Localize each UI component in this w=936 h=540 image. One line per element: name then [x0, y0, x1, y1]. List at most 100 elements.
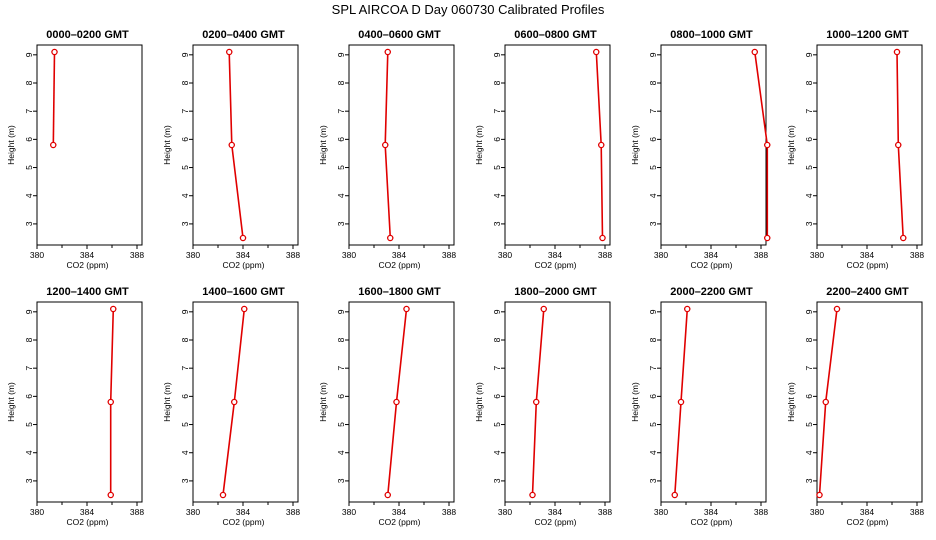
data-point [822, 398, 830, 406]
x-tick-label: 380 [30, 507, 44, 517]
data-point [228, 141, 235, 149]
plot-frame [660, 44, 767, 246]
y-axis-label: Height (m) [786, 125, 796, 165]
y-tick-label: 5 [492, 165, 502, 170]
x-tick-label: 384 [80, 507, 94, 517]
x-axis-label: CO2 (ppm) [378, 517, 420, 527]
y-tick-label: 5 [336, 422, 346, 427]
data-point [599, 234, 606, 242]
y-tick-label: 7 [804, 109, 814, 114]
chart-title: 2000–2200 GMT [670, 286, 753, 298]
x-axis-label: CO2 (ppm) [690, 260, 732, 270]
chart-panel-1: 0000–0200 GMT 380 384 388 CO2 (ppm) 3 4 5 6 7 8 9 He… [6, 29, 144, 270]
data-point [677, 398, 685, 406]
data-point [895, 141, 902, 149]
y-tick-label: 8 [804, 80, 814, 85]
y-tick-label: 9 [24, 309, 34, 314]
x-tick-label: 384 [548, 507, 562, 517]
x-axis-label: CO2 (ppm) [846, 517, 888, 527]
y-tick-label: 3 [804, 478, 814, 483]
x-tick-label: 384 [704, 507, 718, 517]
data-point [225, 48, 233, 56]
series-line [52, 51, 56, 146]
x-tick-label: 384 [236, 250, 250, 260]
x-tick-label: 388 [910, 250, 924, 260]
data-point [764, 234, 771, 242]
x-axis-label: CO2 (ppm) [534, 260, 576, 270]
page-title: SPL AIRCOA D Day 060730 Calibrated Profi… [331, 2, 605, 17]
y-tick-label: 6 [804, 394, 814, 399]
y-axis-label: Height (m) [6, 382, 16, 422]
y-tick-label: 9 [804, 309, 814, 314]
chart-panel-11: 2000–2200 GMT 380 384 388 CO2 (ppm) 3 4 5 6 7 8 9 He… [630, 286, 768, 527]
chart-title: 0800–1000 GMT [670, 29, 753, 41]
chart-title: 0000–0200 GMT [46, 29, 129, 41]
x-tick-label: 384 [860, 250, 874, 260]
x-tick-label: 384 [392, 250, 406, 260]
y-tick-label: 6 [24, 394, 34, 399]
y-tick-label: 3 [804, 221, 814, 226]
y-axis-label: Height (m) [318, 125, 328, 165]
x-tick-label: 384 [860, 507, 874, 517]
y-axis-label: Height (m) [318, 382, 328, 422]
x-tick-label: 388 [130, 250, 144, 260]
y-tick-label: 9 [804, 52, 814, 57]
data-point [384, 48, 391, 56]
y-tick-label: 3 [24, 478, 34, 483]
data-point [219, 491, 227, 499]
y-tick-label: 8 [336, 337, 346, 342]
y-axis-label: Height (m) [474, 382, 484, 422]
y-tick-label: 8 [180, 80, 190, 85]
x-tick-label: 380 [186, 250, 200, 260]
y-tick-label: 6 [492, 137, 502, 142]
y-tick-label: 8 [648, 337, 658, 342]
y-tick-label: 7 [180, 366, 190, 371]
plot-frame [36, 301, 143, 503]
y-tick-label: 4 [492, 450, 502, 455]
data-point [816, 491, 823, 499]
plot-frame [192, 301, 299, 503]
y-tick-label: 7 [492, 366, 502, 371]
y-tick-label: 6 [804, 137, 814, 142]
x-tick-label: 380 [186, 507, 200, 517]
y-axis-label: Height (m) [786, 382, 796, 422]
x-tick-label: 388 [286, 250, 300, 260]
y-tick-label: 7 [24, 366, 34, 371]
data-point [393, 398, 400, 406]
x-tick-label: 384 [80, 250, 94, 260]
plot-frame [36, 44, 143, 246]
x-axis-label: CO2 (ppm) [66, 517, 108, 527]
y-tick-label: 5 [336, 165, 346, 170]
data-point [110, 305, 117, 313]
x-tick-label: 388 [598, 250, 612, 260]
y-tick-label: 8 [492, 337, 502, 342]
y-tick-label: 7 [804, 366, 814, 371]
chart-panel-2: 0200–0400 GMT 380 384 388 CO2 (ppm) 3 4 5 6 7 8 9 He… [162, 29, 300, 270]
y-tick-label: 8 [24, 80, 34, 85]
x-tick-label: 380 [498, 250, 512, 260]
y-axis-label: Height (m) [162, 125, 172, 165]
y-tick-label: 7 [336, 366, 346, 371]
y-axis-label: Height (m) [6, 125, 16, 165]
y-tick-label: 4 [804, 450, 814, 455]
chart-panel-12: 2200–2400 GMT 380 384 388 CO2 (ppm) 3 4 5 6 7 8 9 He… [786, 286, 924, 527]
data-point [240, 305, 248, 313]
y-tick-label: 6 [492, 394, 502, 399]
y-tick-label: 4 [336, 450, 346, 455]
y-tick-label: 8 [648, 80, 658, 85]
data-point [764, 141, 771, 149]
y-tick-label: 4 [648, 193, 658, 198]
y-tick-label: 9 [336, 52, 346, 57]
chart-title: 1600–1800 GMT [358, 286, 441, 298]
data-point [386, 234, 394, 242]
data-point [381, 141, 389, 149]
data-point [751, 48, 759, 56]
y-tick-label: 4 [648, 450, 658, 455]
chart-panel-6: 1000–1200 GMT 380 384 388 CO2 (ppm) 3 4 5 6 7 8 9 He… [786, 29, 924, 270]
y-tick-label: 4 [804, 193, 814, 198]
chart-title: 0600–0800 GMT [514, 29, 597, 41]
x-tick-label: 388 [130, 507, 144, 517]
data-point [598, 141, 605, 149]
x-tick-label: 388 [442, 250, 456, 260]
y-tick-label: 3 [492, 221, 502, 226]
